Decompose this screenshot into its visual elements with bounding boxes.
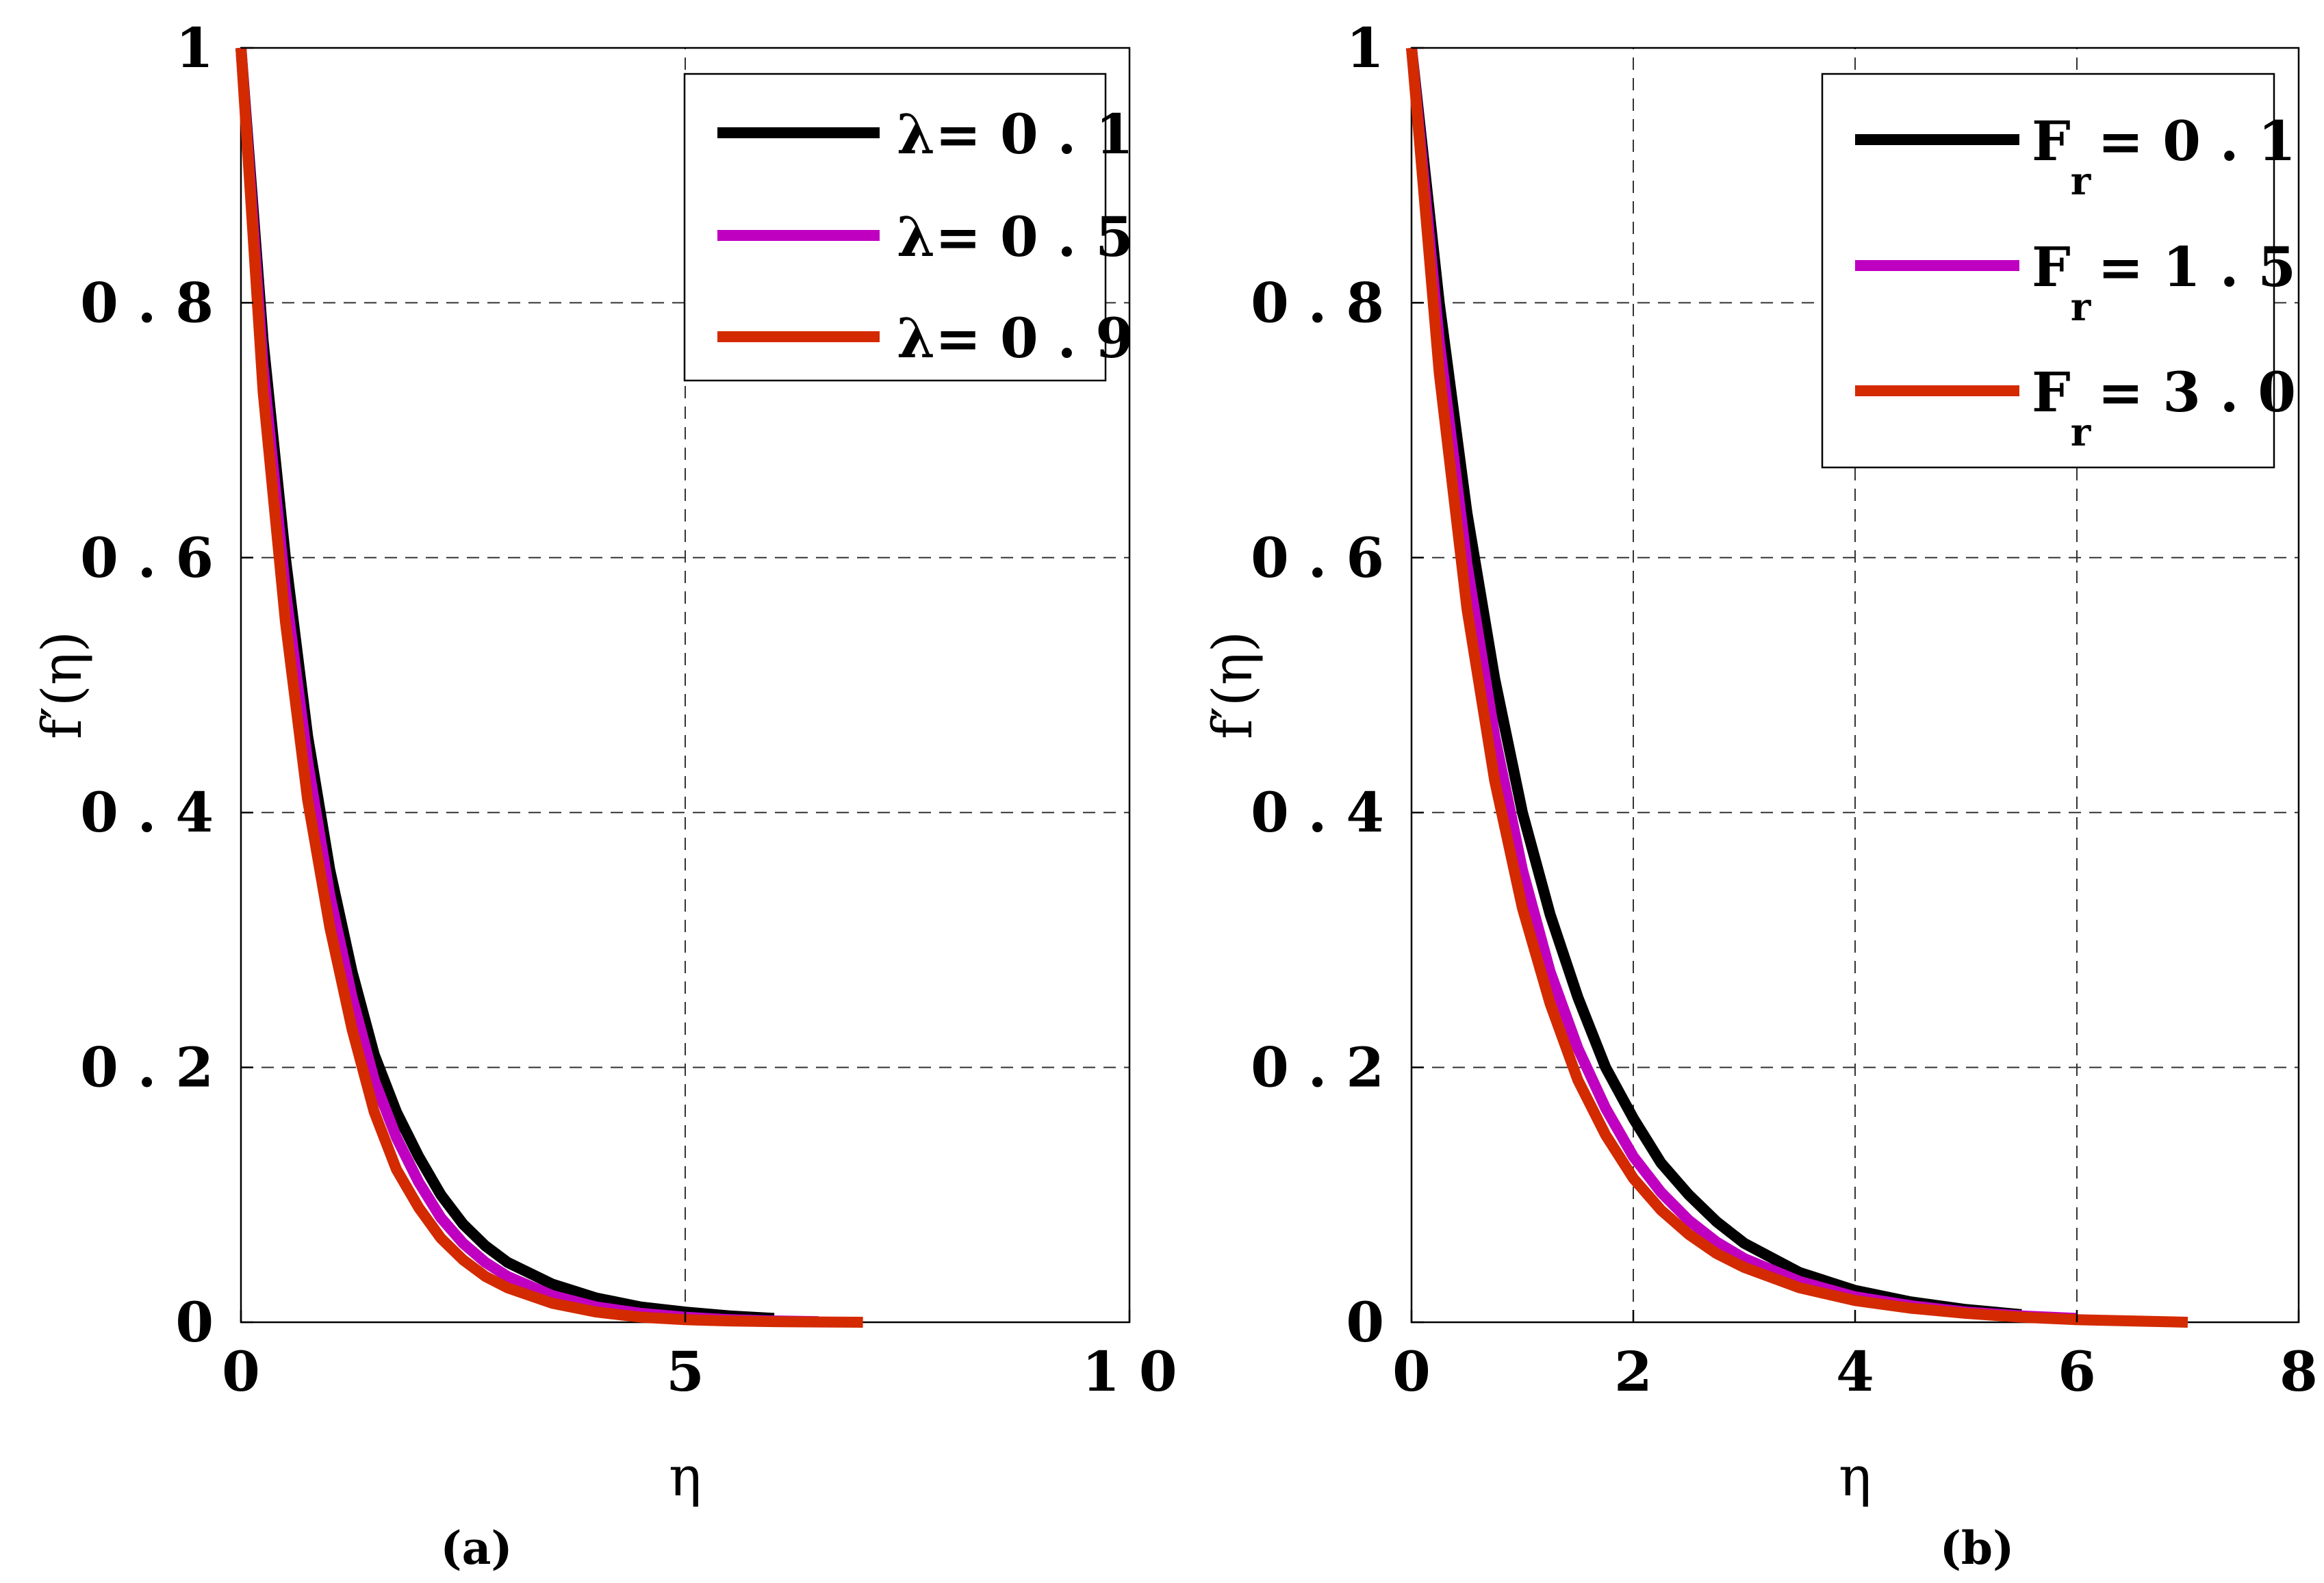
x-tick-label: 5 bbox=[666, 1339, 704, 1404]
x-tick-label: 0 bbox=[1392, 1339, 1431, 1404]
y-ticks-b: 0 0 . 2 0 . 4 0 . 6 0 . 8 1 bbox=[1251, 16, 1424, 1354]
x-ticks-b: 0 2 4 6 8 bbox=[1392, 1310, 2318, 1404]
legend-label-1: λ= 0 . 1 bbox=[897, 102, 1134, 166]
y-tick-label: 0 bbox=[175, 1290, 214, 1354]
y-tick-label: 0 . 6 bbox=[80, 526, 214, 590]
legend-label-sub: r bbox=[2071, 410, 2092, 455]
y-tick-label: 0 bbox=[1346, 1290, 1384, 1354]
y-axis-label-a: f′(η) bbox=[30, 631, 94, 739]
series-line-3 bbox=[235, 47, 863, 1328]
x-axis-label-b: η bbox=[1839, 1445, 1872, 1508]
legend-label-rest: = 0 . 1 bbox=[2097, 109, 2296, 173]
legend-label-3: Fr= 3 . 0 bbox=[2032, 360, 2296, 455]
legend-label-rest: = 1 . 5 bbox=[2097, 235, 2296, 299]
series-layer-a bbox=[235, 47, 863, 1328]
legend-label-sub: r bbox=[2071, 285, 2092, 330]
legend-label-main: F bbox=[2032, 235, 2071, 299]
legend-label-rest: = 3 . 0 bbox=[2097, 360, 2296, 424]
y-tick-label: 0 . 2 bbox=[80, 1035, 214, 1100]
y-tick-label: 0 . 2 bbox=[1251, 1035, 1384, 1100]
x-tick-label: 1 0 bbox=[1082, 1339, 1177, 1404]
legend-b: Fr= 0 . 1Fr= 1 . 5Fr= 3 . 0 bbox=[1821, 73, 2296, 469]
x-tick-label: 2 bbox=[1614, 1339, 1652, 1404]
x-axis-label-a: η bbox=[669, 1445, 702, 1508]
y-tick-label: 0 . 6 bbox=[1251, 526, 1384, 590]
x-tick-label: 4 bbox=[1836, 1339, 1874, 1404]
chart-panel-a: 0 5 1 0 0 0 . 2 0 . 4 0 . 6 0 . 8 1 η f′(η) (a)… bbox=[30, 16, 1177, 1575]
legend-label-1: Fr= 0 . 1 bbox=[2032, 109, 2296, 204]
x-tick-label: 6 bbox=[2058, 1339, 2096, 1404]
series-line-1 bbox=[1406, 47, 2022, 1320]
y-tick-label: 1 bbox=[175, 16, 214, 80]
y-tick-label: 0 . 4 bbox=[80, 780, 214, 845]
legend-label-sub: r bbox=[2071, 159, 2092, 204]
series-line-3 bbox=[1406, 47, 2188, 1328]
panel-label-a: (a) bbox=[440, 1521, 512, 1575]
legend-label-2: Fr= 1 . 5 bbox=[2032, 235, 2296, 330]
y-ticks-a: 0 0 . 2 0 . 4 0 . 6 0 . 8 1 bbox=[80, 16, 253, 1354]
x-ticks-a: 0 5 1 0 bbox=[222, 1310, 1177, 1404]
y-tick-label: 0 . 4 bbox=[1251, 780, 1384, 845]
legend-a: λ= 0 . 1 λ= 0 . 5 λ= 0 . 9 bbox=[683, 73, 1134, 382]
legend-box-a bbox=[683, 73, 1107, 382]
legend-label-2: λ= 0 . 5 bbox=[897, 205, 1134, 269]
x-tick-label: 0 bbox=[222, 1339, 260, 1404]
legend-label-main: F bbox=[2032, 109, 2071, 173]
chart-panel-b: 0 2 4 6 8 0 0 . 2 0 . 4 0 . 6 0 . 8 1 η f′(η) (b)… bbox=[1201, 16, 2318, 1575]
x-tick-label: 8 bbox=[2280, 1339, 2318, 1404]
y-tick-label: 0 . 8 bbox=[80, 270, 214, 335]
panel-label-b: (b) bbox=[1940, 1521, 2015, 1575]
legend-label-main: F bbox=[2032, 360, 2071, 424]
series-layer-b bbox=[1406, 47, 2188, 1328]
legend-label-3: λ= 0 . 9 bbox=[897, 306, 1134, 370]
y-tick-label: 0 . 8 bbox=[1251, 270, 1384, 335]
y-tick-label: 1 bbox=[1346, 16, 1384, 80]
y-axis-label-b: f′(η) bbox=[1201, 631, 1264, 739]
